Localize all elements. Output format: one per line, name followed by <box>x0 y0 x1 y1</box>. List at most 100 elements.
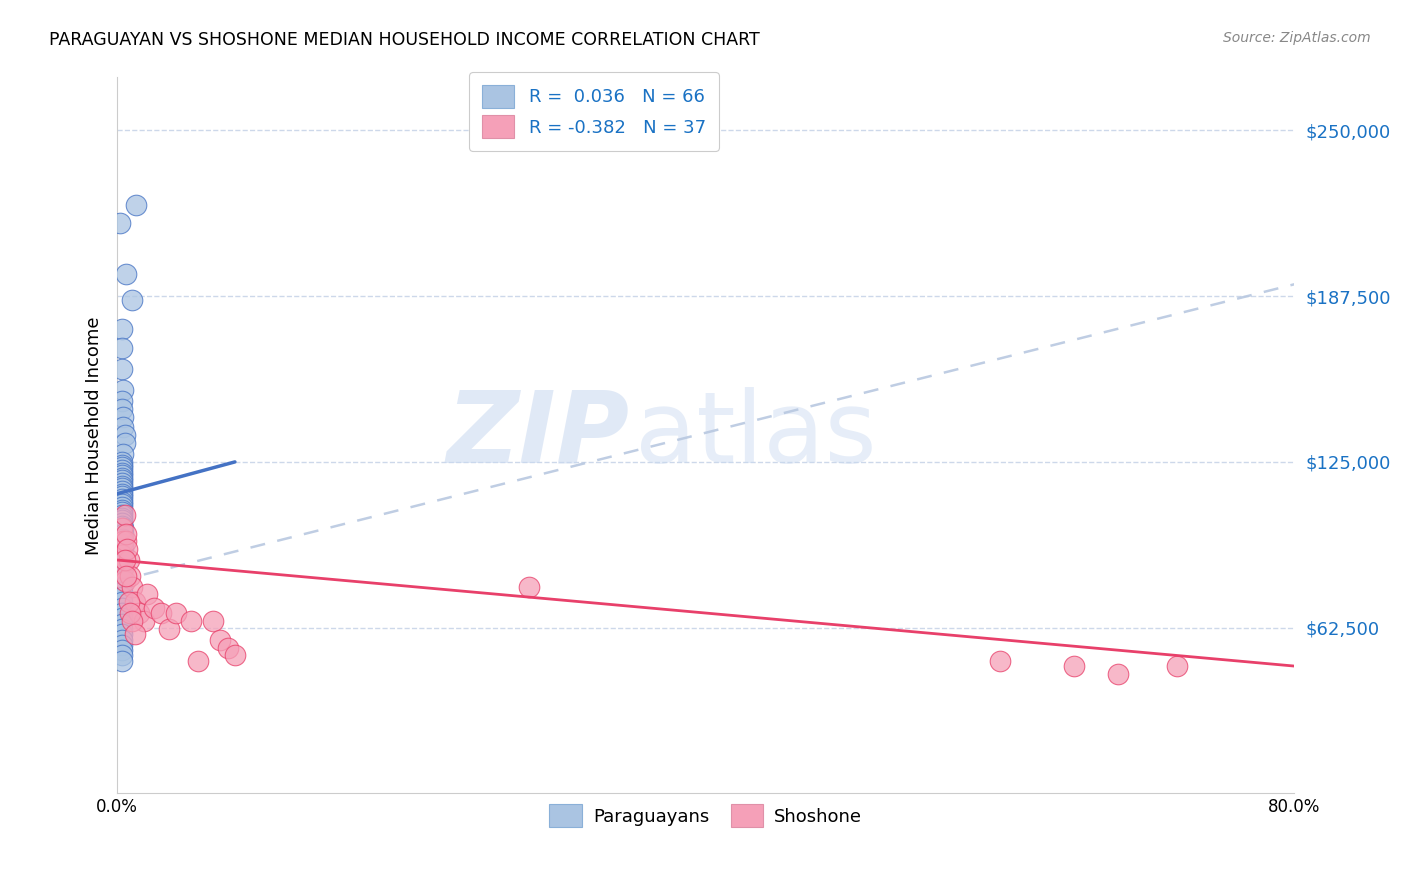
Point <box>114 508 136 522</box>
Point <box>217 640 239 655</box>
Point <box>110 648 132 663</box>
Point <box>110 505 132 519</box>
Point <box>180 614 202 628</box>
Point <box>110 574 132 589</box>
Point <box>110 487 132 501</box>
Point <box>110 341 132 355</box>
Point <box>115 526 138 541</box>
Point <box>110 362 132 376</box>
Point <box>1063 659 1085 673</box>
Point <box>110 471 132 485</box>
Point <box>115 267 138 281</box>
Point <box>110 468 132 483</box>
Point <box>108 216 131 230</box>
Point <box>114 436 136 450</box>
Point <box>110 401 132 416</box>
Y-axis label: Median Household Income: Median Household Income <box>86 316 103 555</box>
Point <box>150 606 173 620</box>
Point <box>110 616 132 631</box>
Point <box>110 600 132 615</box>
Point <box>110 564 132 578</box>
Point <box>110 654 132 668</box>
Point <box>110 548 132 562</box>
Point <box>110 489 132 503</box>
Point <box>121 580 143 594</box>
Point <box>118 595 141 609</box>
Point <box>112 532 135 546</box>
Point <box>124 627 146 641</box>
Point <box>209 632 232 647</box>
Point <box>110 494 132 508</box>
Point <box>120 569 142 583</box>
Point <box>110 322 132 336</box>
Point <box>110 584 132 599</box>
Point <box>135 587 157 601</box>
Point <box>110 458 132 472</box>
Point <box>117 542 139 557</box>
Point <box>110 479 132 493</box>
Point <box>517 580 540 594</box>
Point <box>114 574 136 589</box>
Point <box>110 627 132 641</box>
Point <box>110 521 132 535</box>
Point <box>110 569 132 583</box>
Point <box>112 384 135 398</box>
Point <box>110 466 132 480</box>
Point <box>112 534 135 549</box>
Point <box>110 455 132 469</box>
Point <box>112 537 135 551</box>
Point <box>114 428 136 442</box>
Point <box>120 606 142 620</box>
Point <box>110 513 132 527</box>
Point <box>121 614 143 628</box>
Text: atlas: atlas <box>636 387 877 483</box>
Point <box>165 606 187 620</box>
Point <box>1166 659 1188 673</box>
Point <box>110 460 132 475</box>
Point <box>112 521 135 535</box>
Point <box>110 463 132 477</box>
Text: Source: ZipAtlas.com: Source: ZipAtlas.com <box>1223 31 1371 45</box>
Point <box>110 590 132 604</box>
Point <box>110 484 132 499</box>
Point <box>132 614 155 628</box>
Point <box>110 508 132 522</box>
Point <box>121 293 143 308</box>
Point <box>112 447 135 461</box>
Point <box>110 611 132 625</box>
Point <box>110 393 132 408</box>
Point <box>988 654 1011 668</box>
Point <box>110 622 132 636</box>
Point <box>110 516 132 530</box>
Point <box>115 569 138 583</box>
Point <box>118 553 141 567</box>
Point <box>110 500 132 514</box>
Point <box>110 632 132 647</box>
Point <box>110 548 132 562</box>
Point <box>112 526 135 541</box>
Point <box>115 534 138 549</box>
Point <box>187 654 209 668</box>
Point <box>110 497 132 511</box>
Point <box>143 600 166 615</box>
Text: ZIP: ZIP <box>446 387 630 483</box>
Point <box>114 553 136 567</box>
Point <box>124 595 146 609</box>
Point <box>110 595 132 609</box>
Point <box>110 476 132 491</box>
Legend: Paraguayans, Shoshone: Paraguayans, Shoshone <box>543 797 869 834</box>
Point <box>1107 667 1129 681</box>
Point <box>110 474 132 488</box>
Point <box>110 553 132 567</box>
Point <box>110 638 132 652</box>
Point <box>112 409 135 424</box>
Point <box>201 614 224 628</box>
Point <box>110 510 132 524</box>
Point <box>112 420 135 434</box>
Point <box>110 502 132 516</box>
Point <box>110 643 132 657</box>
Text: PARAGUAYAN VS SHOSHONE MEDIAN HOUSEHOLD INCOME CORRELATION CHART: PARAGUAYAN VS SHOSHONE MEDIAN HOUSEHOLD … <box>49 31 761 49</box>
Point <box>128 606 150 620</box>
Point <box>112 561 135 575</box>
Point <box>125 197 148 211</box>
